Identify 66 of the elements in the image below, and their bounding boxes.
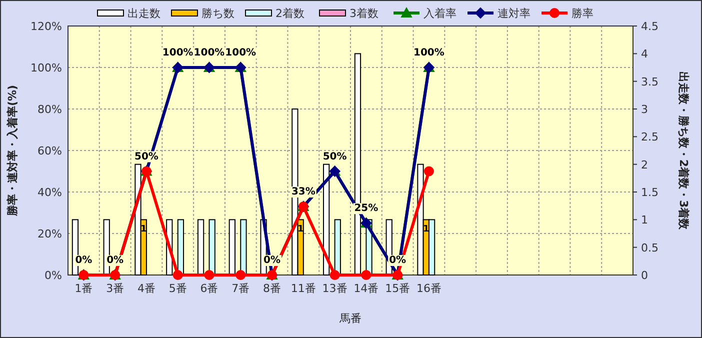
y-tick-label: 60% bbox=[38, 144, 62, 158]
x-tick-label: 1番 bbox=[74, 282, 93, 295]
data-label: 0% bbox=[106, 255, 124, 266]
x-tick-label: 15番 bbox=[385, 282, 410, 295]
bar bbox=[334, 219, 341, 276]
legend-label: 勝ち数 bbox=[202, 7, 234, 20]
data-label: 100% bbox=[194, 48, 225, 58]
bar bbox=[177, 219, 184, 276]
y2-tick-label: 3 bbox=[641, 103, 648, 116]
y2-tick-label: 0.5 bbox=[641, 241, 658, 254]
data-label: 1 bbox=[423, 224, 430, 235]
legend-label: 入着率 bbox=[424, 7, 456, 20]
y-tick-label: 20% bbox=[38, 228, 62, 240]
x-tick-label: 16番 bbox=[416, 282, 442, 295]
y-tick-label: 40% bbox=[38, 186, 62, 199]
y2-tick-label: 1.5 bbox=[641, 186, 658, 199]
data-label: 50% bbox=[134, 151, 158, 162]
y2-tick-label: 1 bbox=[641, 214, 648, 227]
legend-label: 勝率 bbox=[572, 7, 594, 20]
data-label: 25% bbox=[354, 203, 378, 214]
data-label: 100% bbox=[414, 48, 444, 58]
y2-tick-label: 3.5 bbox=[641, 75, 658, 88]
point bbox=[236, 270, 246, 280]
legend-label: 2着数 bbox=[276, 7, 304, 20]
x-tick-label: 3番 bbox=[106, 282, 124, 295]
y-tick-label: 100% bbox=[30, 62, 62, 74]
y-axis-title: 勝率・連対率・入着率(%) bbox=[6, 84, 19, 218]
data-label: 0% bbox=[389, 255, 406, 266]
x-tick-label: 8番 bbox=[263, 282, 282, 295]
data-label: 100% bbox=[225, 48, 256, 58]
point bbox=[204, 270, 214, 280]
point bbox=[424, 166, 434, 176]
x-tick-label: 14番 bbox=[354, 282, 379, 295]
data-label: 50% bbox=[322, 151, 347, 162]
data-label: 0% bbox=[264, 255, 281, 266]
bar bbox=[197, 219, 204, 276]
x-axis-title: 馬番 bbox=[338, 312, 362, 325]
x-tick-label: 13番 bbox=[322, 282, 348, 295]
y-tick-label: 0% bbox=[44, 269, 62, 282]
data-label: 1 bbox=[297, 224, 304, 235]
y2-tick-label: 0 bbox=[641, 269, 648, 282]
data-label: 33% bbox=[291, 186, 316, 198]
legend-label: 出走数 bbox=[128, 7, 160, 20]
x-tick-label: 5番 bbox=[168, 282, 187, 295]
y-tick-label: 80% bbox=[38, 103, 62, 116]
point bbox=[361, 270, 372, 280]
legend-label: 3着数 bbox=[350, 7, 378, 20]
bar bbox=[228, 219, 236, 276]
y2-tick-label: 4 bbox=[641, 48, 648, 61]
y2-tick-label: 2 bbox=[641, 158, 648, 172]
legend-label: 連対率 bbox=[498, 7, 530, 20]
data-label: 1 bbox=[140, 224, 147, 235]
data-label: 0% bbox=[75, 255, 92, 266]
y2-tick-label: 4.5 bbox=[641, 20, 658, 33]
bar bbox=[240, 219, 247, 276]
x-tick-label: 11番 bbox=[290, 282, 316, 295]
x-tick-label: 7番 bbox=[232, 282, 250, 295]
point bbox=[330, 270, 340, 280]
x-tick-label: 4番 bbox=[137, 282, 156, 295]
y2-tick-label: 2.5 bbox=[641, 130, 658, 144]
point bbox=[172, 270, 183, 280]
bar bbox=[208, 219, 216, 276]
y2-axis-title: 出走数・勝ち数・2着数・3着数 bbox=[677, 71, 690, 231]
data-label: 100% bbox=[162, 48, 194, 58]
y-tick-label: 120% bbox=[30, 20, 62, 33]
x-tick-label: 6番 bbox=[200, 282, 218, 295]
